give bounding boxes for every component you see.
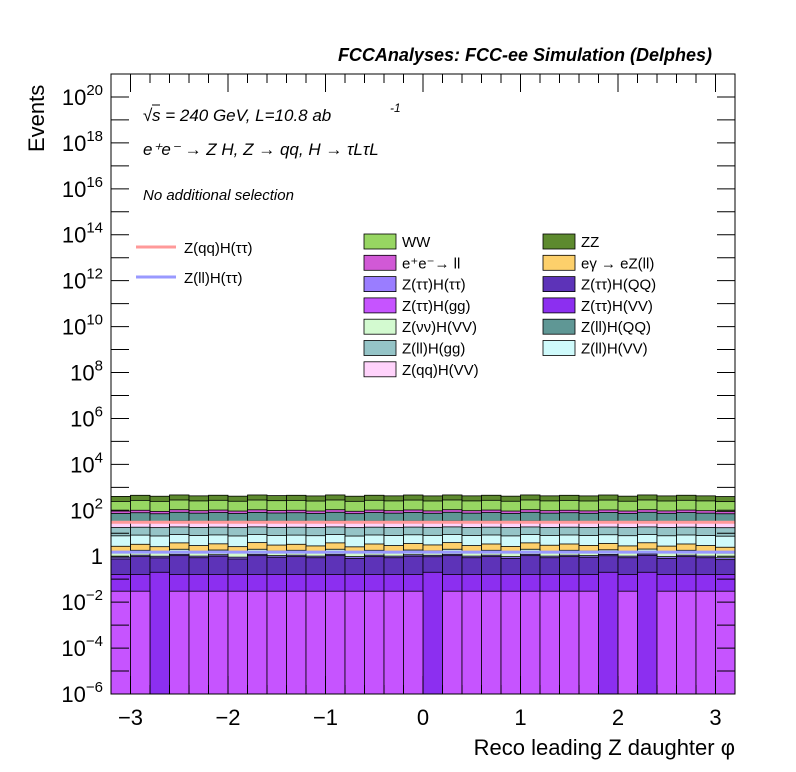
y-tick-label: 10−4 <box>61 633 103 661</box>
bar-zhgg <box>130 590 151 695</box>
y-tick-label: 1018 <box>62 128 103 156</box>
bar-zhgg <box>266 590 287 695</box>
legend-swatch <box>542 254 576 271</box>
y-tick-label: 1012 <box>62 266 103 294</box>
bar-zhgg <box>481 590 502 695</box>
y-tick-label: 1010 <box>62 312 103 340</box>
y-axis-label: Events <box>24 85 49 152</box>
legend-signal-label: Z(ll)H(ττ) <box>184 270 243 287</box>
bar-zhvv <box>149 571 170 695</box>
legend-label: Z(ll)H(VV) <box>581 341 648 358</box>
y-tick-label: 10−6 <box>61 679 103 707</box>
legend-swatch <box>363 276 397 293</box>
process-label: e⁺e⁻ → Z H, Z → qq, H → τLτL <box>143 140 379 159</box>
x-axis-label: Reco leading Z daughter φ <box>474 735 735 760</box>
y-tick-label: 1020 <box>62 82 103 110</box>
legend-label: Z(ττ)H(ττ) <box>402 277 466 294</box>
bar-zhgg <box>520 590 541 695</box>
bar-zhgg <box>188 590 209 695</box>
bar-zhgg <box>110 590 131 695</box>
bar-zhgg <box>617 590 638 695</box>
bar-zhgg <box>247 590 268 695</box>
y-tick-label: 108 <box>70 358 103 386</box>
x-tick-label: 0 <box>417 705 429 730</box>
bar-zhgg <box>500 590 521 695</box>
bar-zhgg <box>559 590 580 695</box>
energy-superscript: -1 <box>390 101 401 115</box>
legend-swatch <box>542 233 576 250</box>
legend-swatch <box>363 233 397 250</box>
bar-zhgg <box>325 590 346 695</box>
stacked-bars <box>110 494 736 695</box>
bar-zhgg <box>461 590 482 695</box>
bar-zhgg <box>227 590 248 695</box>
y-tick-label: 10−2 <box>61 587 103 615</box>
energy-label: s = 240 GeV, L=10.8 ab <box>152 106 331 125</box>
bar-zhvv <box>598 571 619 695</box>
legend-swatch <box>542 318 576 335</box>
plot-header: FCCAnalyses: FCC-ee Simulation (Delphes) <box>338 45 712 65</box>
signal-lines <box>111 520 735 554</box>
bar-zhgg <box>578 590 599 695</box>
legend-label: Z(νν)H(VV) <box>402 319 477 336</box>
x-tick-label: −1 <box>313 705 338 730</box>
legend-label: e⁺e⁻→ ll <box>402 255 460 272</box>
energy-annotation: √ s = 240 GeV, L=10.8 ab -1 <box>143 101 401 125</box>
bar-zhgg <box>656 590 677 695</box>
legend-label: Z(ll)H(QQ) <box>581 319 651 336</box>
legend-swatch <box>363 254 397 271</box>
bar-zhgg <box>539 590 560 695</box>
bar-zhgg <box>403 590 424 695</box>
x-tick-label: −2 <box>215 705 240 730</box>
x-tick-label: 1 <box>514 705 526 730</box>
bar-zhgg <box>695 590 716 695</box>
legend-swatch <box>363 340 397 356</box>
bar-zhgg <box>169 590 190 695</box>
bar-zhgg <box>383 590 404 695</box>
bar-zhgg <box>715 590 736 695</box>
legend-swatch <box>542 276 576 293</box>
legend-signal-label: Z(qq)H(ττ) <box>184 240 253 257</box>
y-tick-label: 1 <box>91 544 103 569</box>
legend-label: Z(ττ)H(VV) <box>581 298 653 315</box>
legend-swatch <box>363 361 397 378</box>
y-tick-label: 102 <box>70 495 103 523</box>
bar-zhgg <box>676 590 697 695</box>
legend-label: WW <box>402 234 431 251</box>
selection-label: No additional selection <box>143 187 294 204</box>
legend-label: Z(qq)H(VV) <box>402 362 479 379</box>
y-tick-label: 1014 <box>62 220 103 248</box>
x-tick-label: 3 <box>709 705 721 730</box>
legend-swatch <box>363 318 397 335</box>
legend-label: ZZ <box>581 234 599 251</box>
legend-signals: Z(qq)H(ττ) Z(ll)H(ττ) <box>136 240 253 287</box>
legend-label: Z(ττ)H(gg) <box>402 298 471 315</box>
bar-zhgg <box>364 590 385 695</box>
bar-zhgg <box>286 590 307 695</box>
tick-marks <box>110 73 736 695</box>
y-tick-label: 106 <box>70 403 103 431</box>
bar-zhgg <box>344 590 365 695</box>
y-tick-label: 1016 <box>62 174 103 202</box>
legend-swatch <box>542 297 576 314</box>
x-tick-label: −3 <box>118 705 143 730</box>
bar-zhgg <box>305 590 326 695</box>
bar-zhgg <box>442 590 463 695</box>
legend-stack: WW e⁺e⁻→ ll Z(ττ)H(ττ) Z(ττ)H(gg) Z(νν)H(VV)… <box>363 233 656 379</box>
bar-zhvv <box>637 571 658 695</box>
tick-labels: −3 −2 −1 0 1 2 3 10−6 10−4 10−2 1 102 104 106 108 1010 1… <box>61 82 721 730</box>
bar-zhvv <box>422 571 443 695</box>
legend-label: eγ → eZ(ll) <box>581 255 654 272</box>
x-tick-label: 2 <box>612 705 624 730</box>
legend-swatch <box>363 297 397 314</box>
legend-swatch <box>542 340 576 356</box>
y-tick-label: 104 <box>70 449 103 477</box>
bar-zhgg <box>208 590 229 695</box>
sqrt-symbol: √ <box>143 106 153 125</box>
legend-label: Z(ll)H(gg) <box>402 341 465 358</box>
legend-label: Z(ττ)H(QQ) <box>581 277 656 294</box>
